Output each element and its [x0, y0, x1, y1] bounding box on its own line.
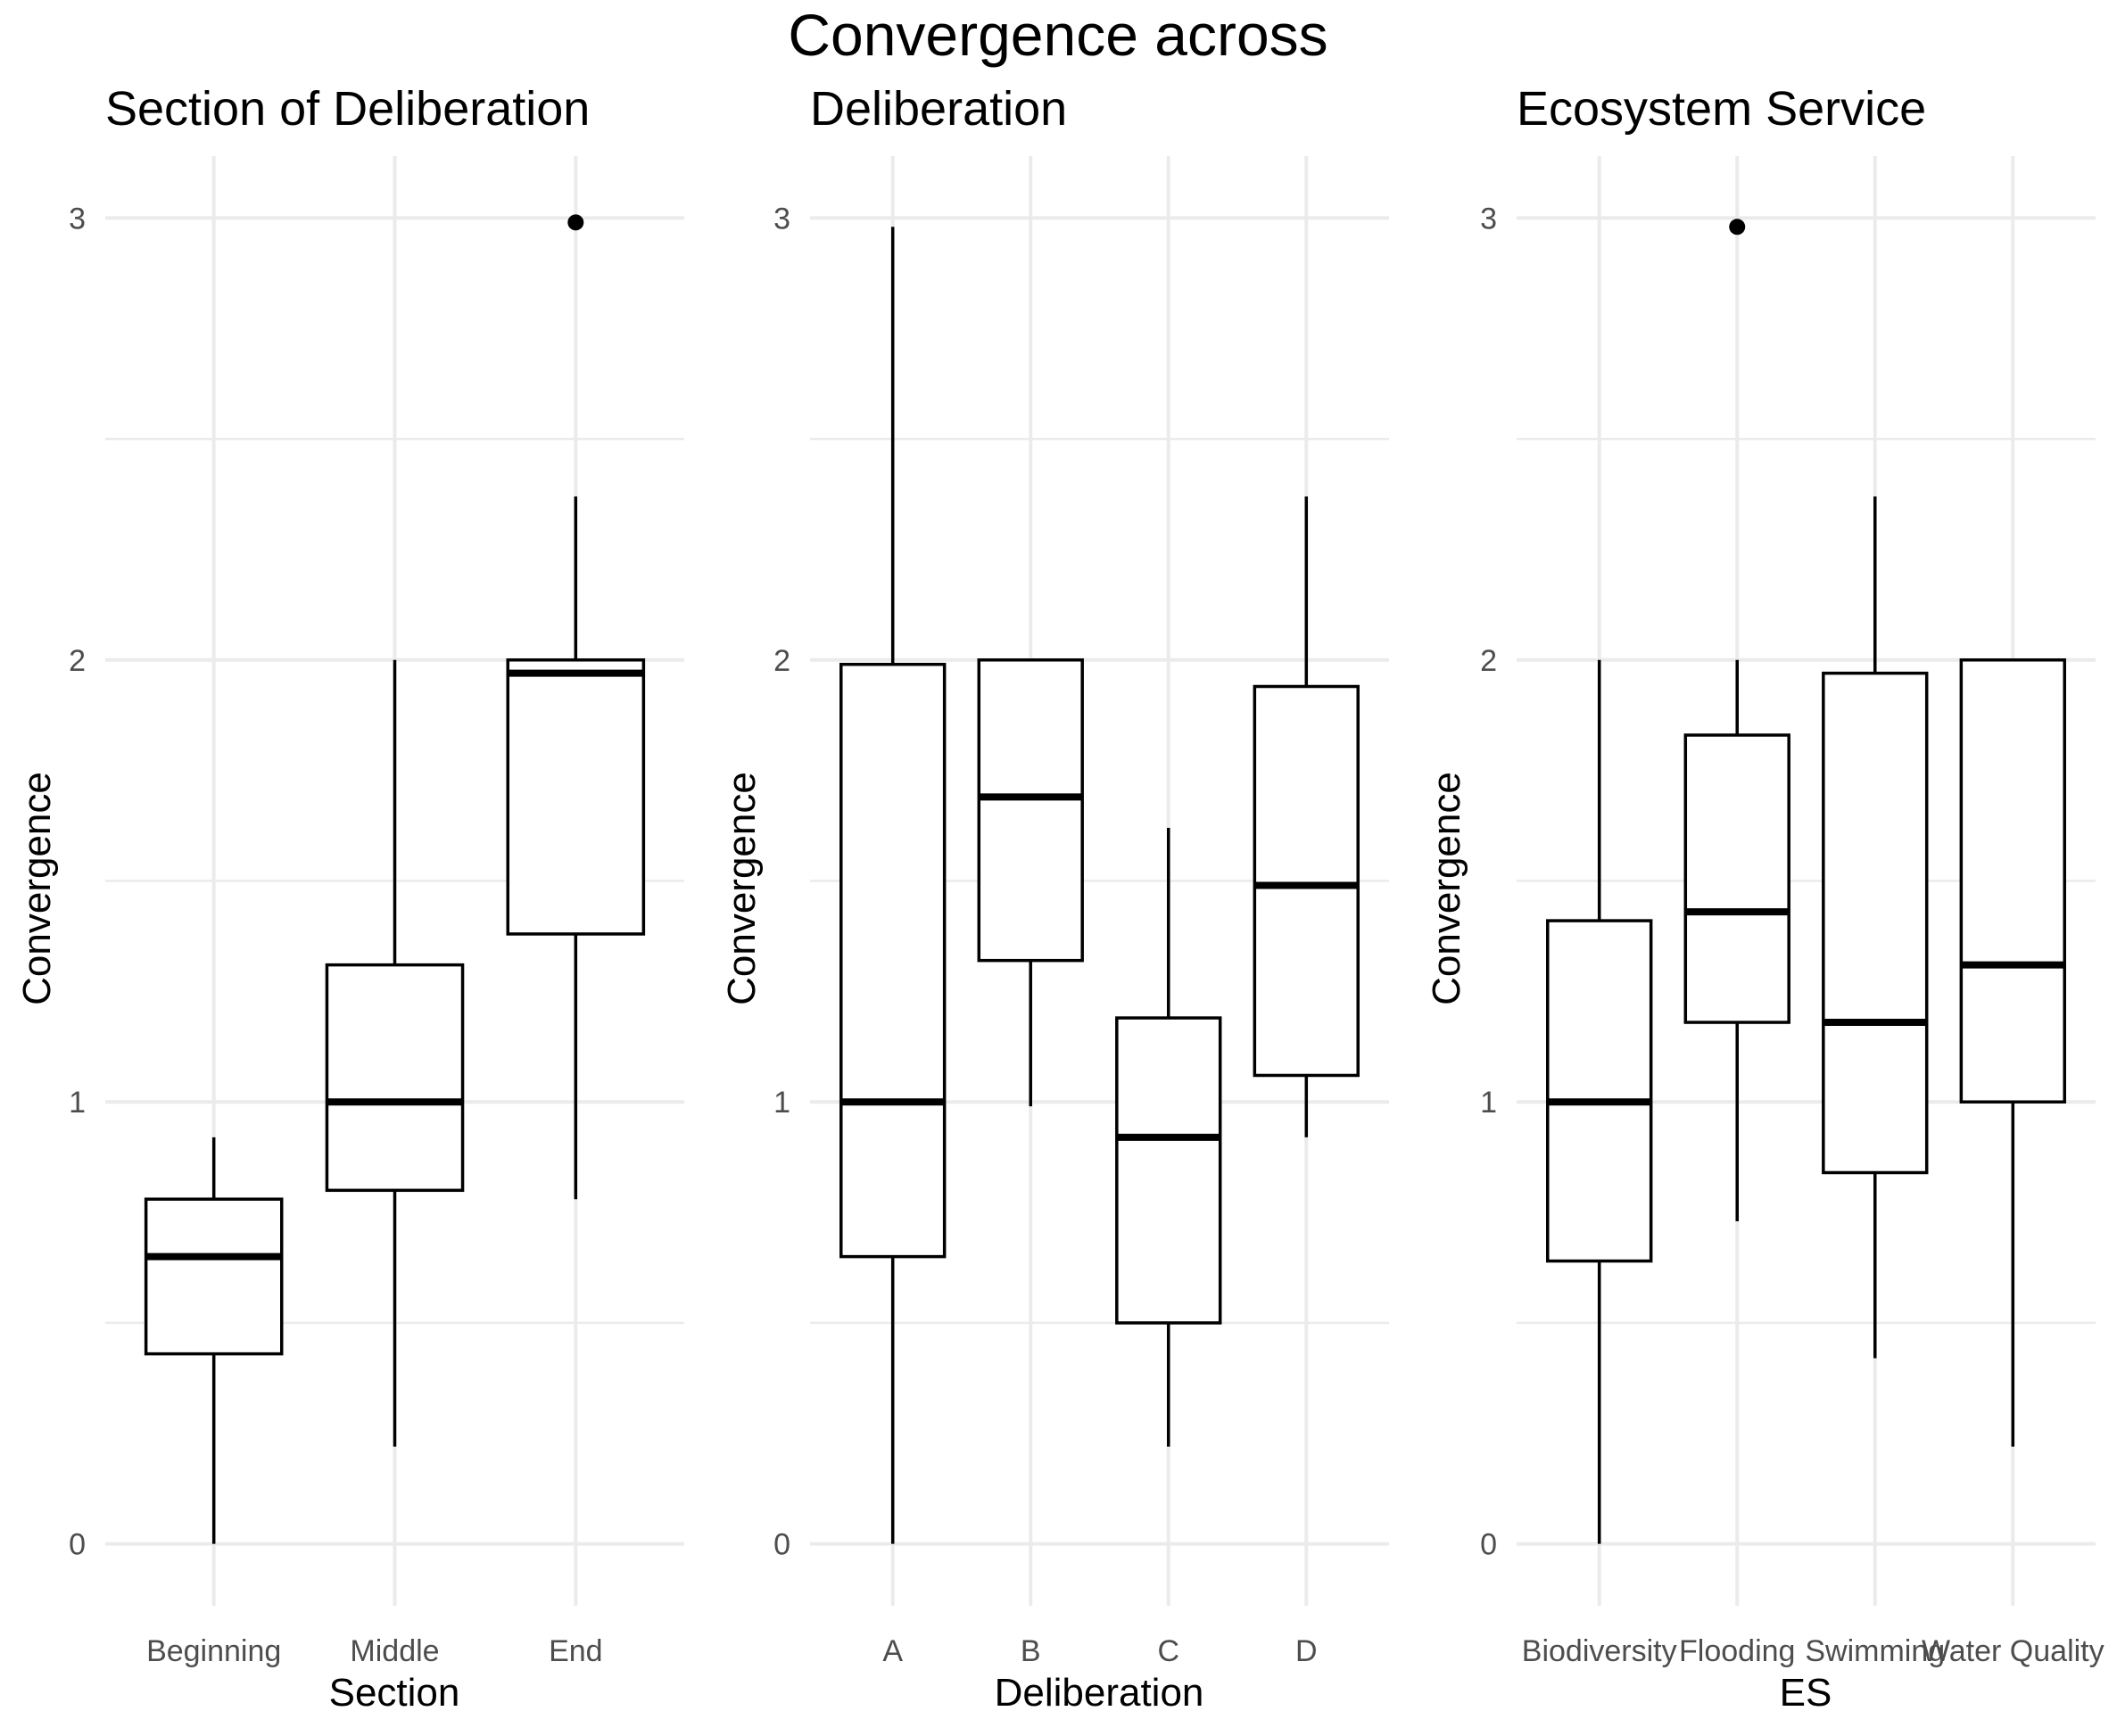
y-tick-label: 2 [1480, 644, 1497, 678]
x-tick-label: A [882, 1634, 903, 1668]
box [506, 658, 646, 936]
x-tick-label: C [1157, 1634, 1179, 1668]
x-tick-label: Swimming [1805, 1634, 1945, 1668]
y-tick-label: 1 [773, 1086, 790, 1120]
y-axis-title: Convergence [720, 772, 764, 1005]
x-tick-label: Flooding [1679, 1634, 1795, 1668]
x-axis-title: Section [329, 1671, 460, 1715]
plot-area: 0 1 2 3 A B C D [773, 156, 1389, 1668]
y-axis-title: Convergence [15, 772, 59, 1005]
box [325, 963, 465, 1193]
box [839, 662, 947, 1259]
figure-title: Convergence across [788, 2, 1327, 68]
x-tick-label: End [549, 1634, 603, 1668]
y-tick-label: 3 [69, 202, 86, 236]
y-tick-label: 2 [69, 644, 86, 678]
panel-deliberation: Deliberation 0 1 2 3 A B C D Deliberation Conve… [720, 82, 1389, 1715]
box [1683, 733, 1790, 1024]
box [144, 1197, 284, 1356]
box [1546, 919, 1653, 1263]
outlier-point [567, 214, 584, 231]
y-tick-label: 1 [1480, 1086, 1497, 1120]
x-tick-label: Biodiversity [1522, 1634, 1677, 1668]
x-tick-label: Water Quality [1922, 1634, 2105, 1668]
y-tick-label: 2 [773, 644, 790, 678]
box [977, 658, 1084, 963]
x-axis-title: Deliberation [995, 1671, 1204, 1715]
y-tick-label: 0 [773, 1528, 790, 1562]
panel-ecosystem-service: Ecosystem Service 0 1 2 3 Biodiversity Floodi… [1425, 82, 2105, 1715]
y-axis-title: Convergence [1425, 772, 1468, 1005]
y-tick-label: 1 [69, 1086, 86, 1120]
panel-title: Section of Deliberation [105, 82, 590, 136]
y-tick-label: 3 [1480, 202, 1497, 236]
y-tick-label: 0 [69, 1528, 86, 1562]
plot-area: 0 1 2 3 Beginning Middle End [69, 156, 684, 1668]
y-tick-label: 0 [1480, 1528, 1497, 1562]
x-tick-label: Beginning [146, 1634, 281, 1668]
box [1253, 684, 1360, 1078]
x-tick-label: D [1295, 1634, 1318, 1668]
x-tick-label: Middle [350, 1634, 439, 1668]
box [1959, 658, 2066, 1104]
outlier-point [1729, 219, 1746, 236]
x-tick-label: B [1021, 1634, 1041, 1668]
y-tick-label: 3 [773, 202, 790, 236]
box [1115, 1016, 1222, 1325]
box [1822, 671, 1929, 1175]
panel-title: Ecosystem Service [1517, 82, 1926, 136]
x-axis-title: ES [1780, 1671, 1832, 1715]
panel-section: Section of Deliberation 0 1 2 3 Beginning Mid… [15, 82, 684, 1715]
panel-title: Deliberation [810, 82, 1067, 136]
